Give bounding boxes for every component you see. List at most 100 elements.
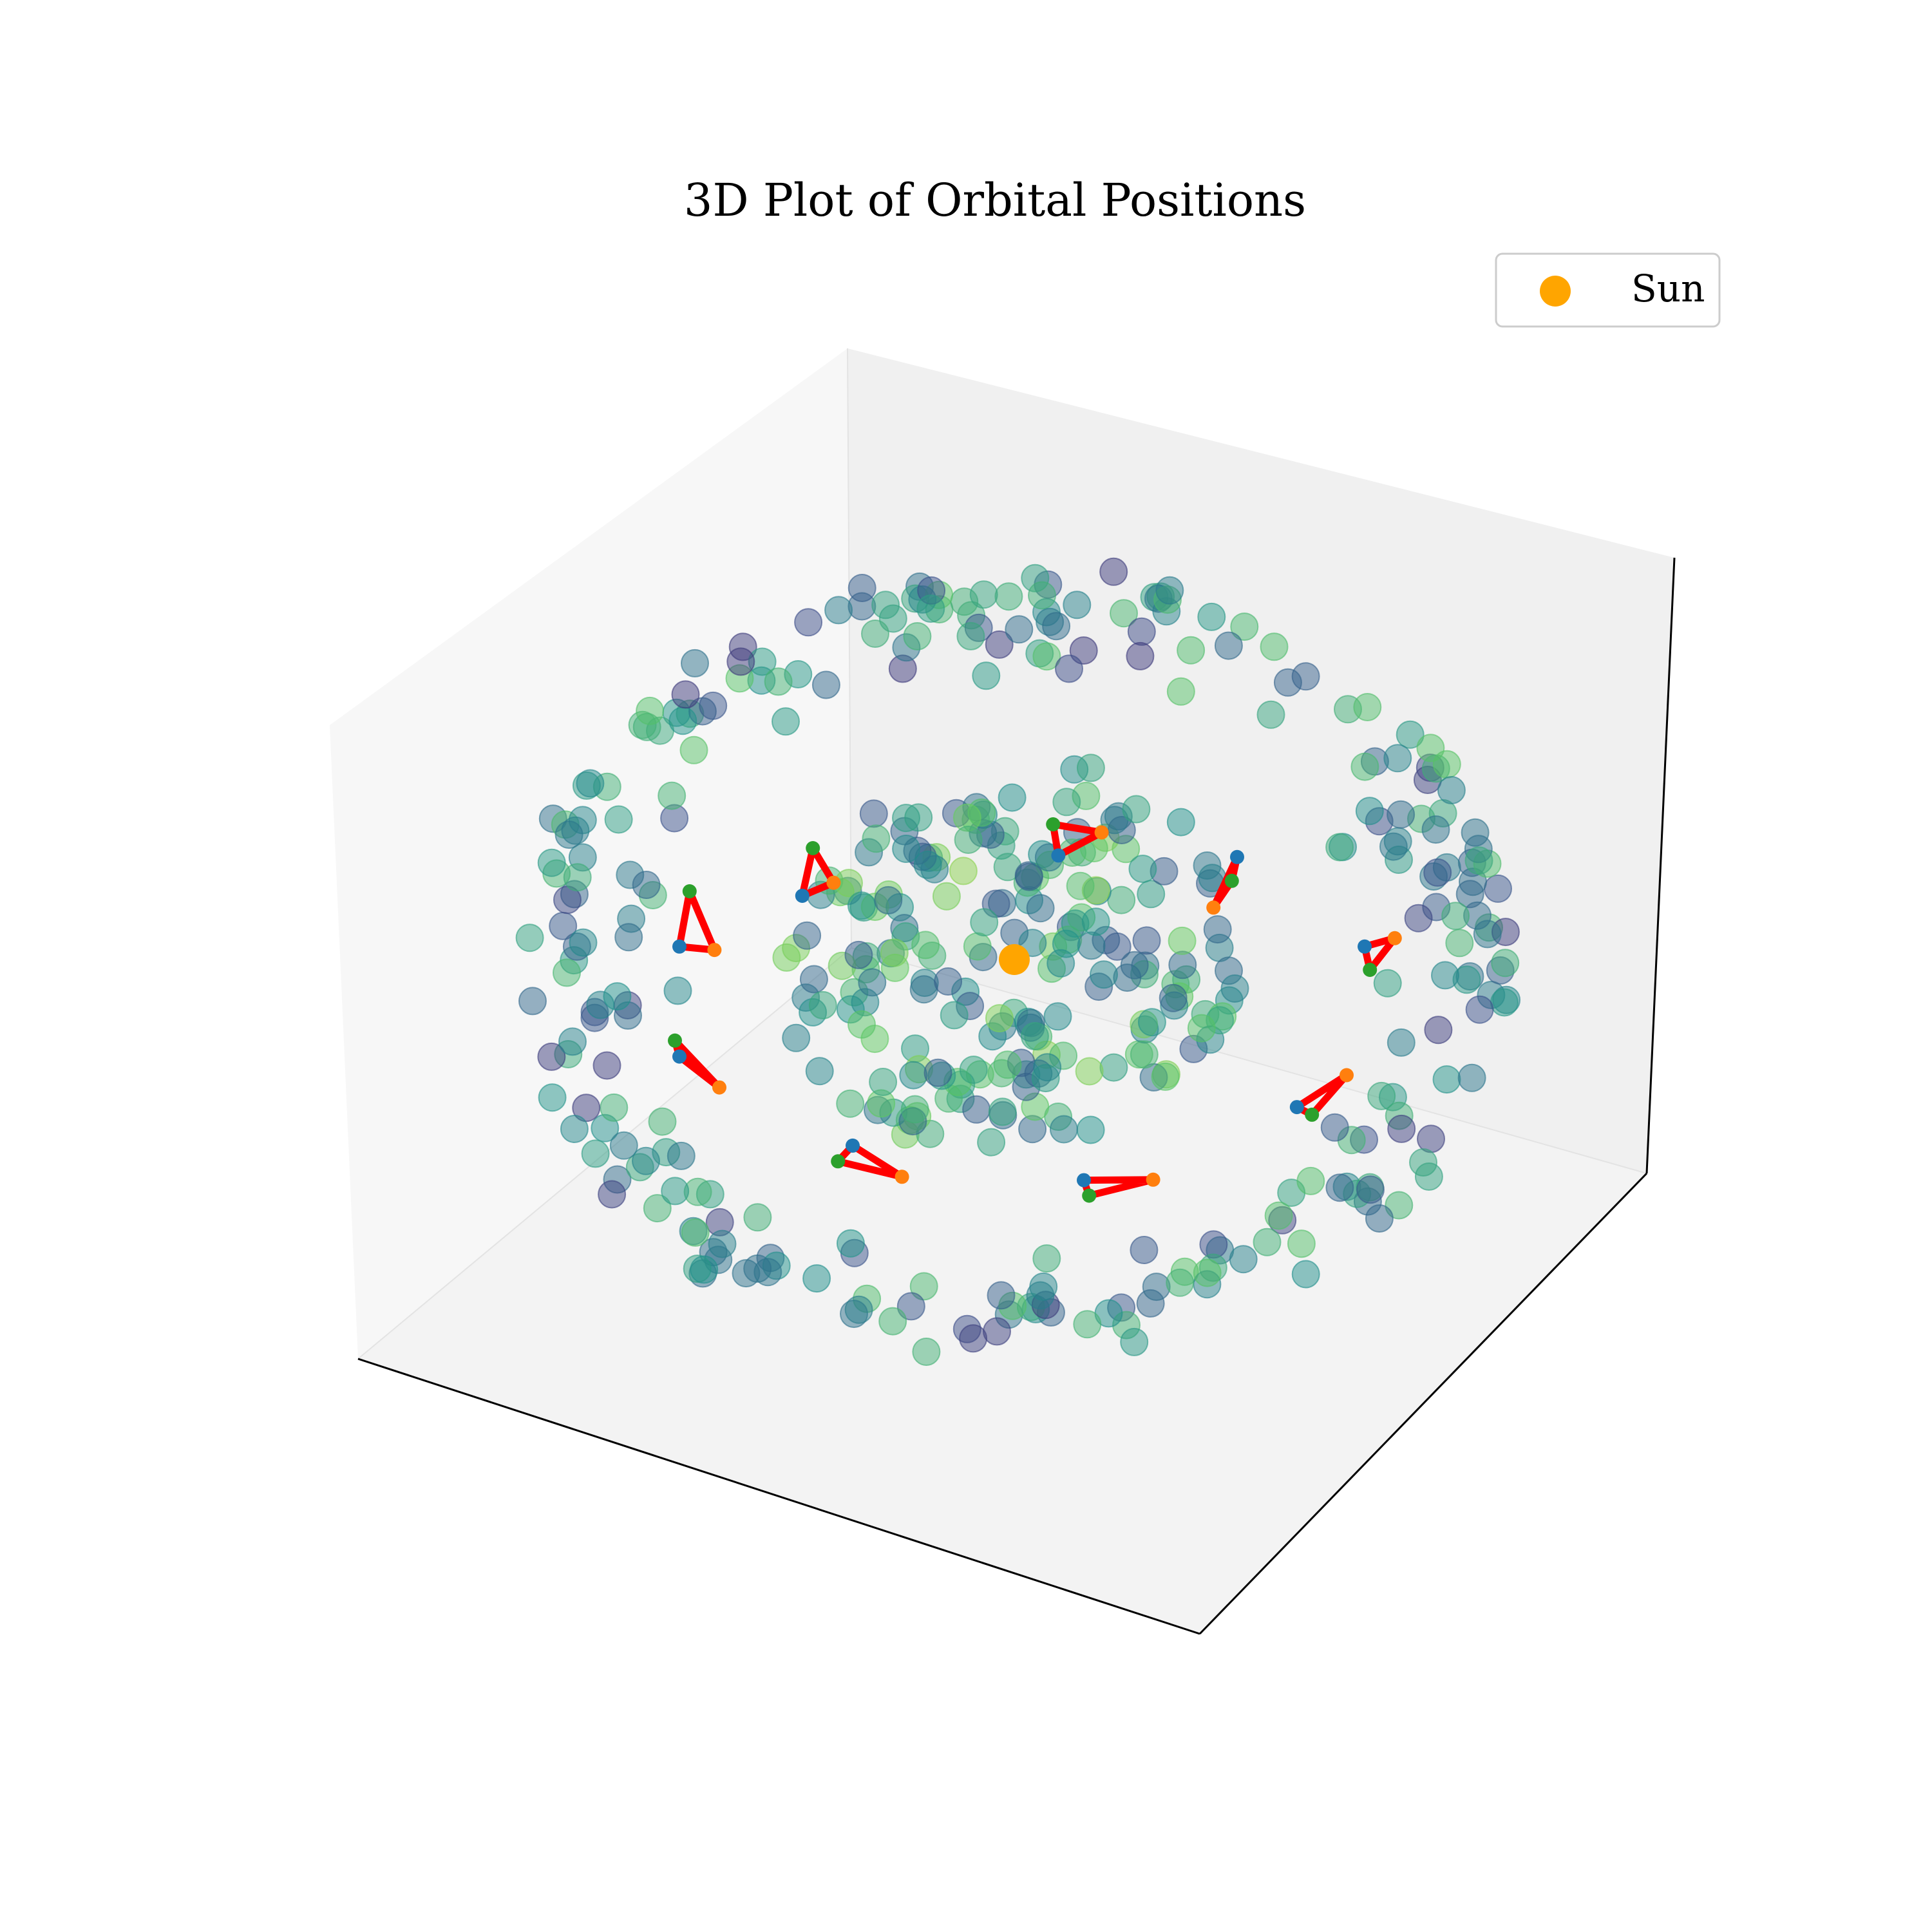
orbit-point bbox=[772, 707, 800, 736]
orbit-point bbox=[576, 769, 605, 798]
triangle-2 bbox=[1049, 820, 1106, 859]
triangle-9-vertex-3 bbox=[1146, 1172, 1160, 1187]
orbit-point bbox=[1126, 641, 1155, 670]
orbit-point bbox=[1437, 776, 1466, 804]
pane-edge bbox=[847, 348, 852, 949]
orbit-point bbox=[1367, 1081, 1396, 1110]
orbit-point bbox=[1107, 886, 1136, 914]
orbit-point bbox=[1230, 612, 1259, 641]
orbit-point bbox=[1142, 1273, 1171, 1302]
triangle-8 bbox=[834, 1142, 906, 1180]
orbit-point bbox=[861, 620, 889, 648]
orbit-point bbox=[1473, 920, 1502, 949]
orbit-point bbox=[581, 1139, 610, 1168]
orbit-point bbox=[1256, 700, 1285, 729]
orbit-point bbox=[1052, 788, 1081, 817]
triangle-4-vertex-2 bbox=[682, 884, 697, 898]
orbit-point bbox=[681, 1218, 710, 1247]
orbit-point bbox=[869, 1068, 898, 1096]
triangle-6-vertex-2 bbox=[668, 1033, 682, 1048]
triangle-6-vertex-3 bbox=[712, 1080, 726, 1095]
orbit-point bbox=[1166, 677, 1195, 706]
pane-edge bbox=[851, 947, 1647, 1174]
orbit-point bbox=[1137, 880, 1166, 909]
orbit-point bbox=[1187, 1014, 1216, 1043]
orbit-point bbox=[1197, 602, 1226, 631]
orbit-point bbox=[794, 608, 823, 637]
orbit-point bbox=[793, 921, 822, 950]
legend-marker-sun bbox=[1540, 276, 1571, 307]
orbit-point bbox=[515, 923, 544, 952]
orbit-point bbox=[1214, 631, 1243, 660]
orbit-point bbox=[658, 781, 687, 810]
orbit-point bbox=[1432, 1065, 1461, 1094]
orbit-point bbox=[859, 799, 888, 828]
orbit-point bbox=[1396, 720, 1425, 749]
orbit-point bbox=[1457, 1063, 1486, 1092]
orbit-point bbox=[1220, 974, 1249, 1003]
orbit-point bbox=[679, 735, 708, 764]
triangle-4 bbox=[676, 887, 718, 954]
orbit-point bbox=[904, 803, 933, 832]
orbit-point bbox=[1387, 1114, 1416, 1143]
orbit-point bbox=[1128, 855, 1157, 884]
orbit-point bbox=[1383, 744, 1412, 773]
orbit-point bbox=[1404, 904, 1433, 933]
orbit-point bbox=[874, 886, 903, 914]
triangle-3-vertex-2 bbox=[1224, 873, 1239, 888]
orbit-point bbox=[648, 1107, 677, 1136]
orbit-point bbox=[1063, 591, 1092, 620]
triangle-7-vertex-1 bbox=[1289, 1100, 1304, 1115]
orbit-point bbox=[1484, 874, 1512, 903]
orbit-point bbox=[592, 1051, 621, 1080]
orbit-point bbox=[764, 667, 793, 696]
orbit-point bbox=[636, 696, 665, 725]
orbit-point bbox=[667, 1141, 696, 1170]
orbit-point bbox=[993, 1050, 1022, 1079]
triangle-5-vertex-2 bbox=[1363, 963, 1378, 977]
orbit-point bbox=[1166, 808, 1195, 837]
triangle-2-vertex-1 bbox=[1051, 848, 1066, 863]
triangle-5-vertex-1 bbox=[1358, 939, 1372, 954]
orbit-point bbox=[1177, 636, 1206, 665]
orbit-point bbox=[726, 647, 755, 676]
orbit-point bbox=[603, 982, 632, 1011]
orbit-point bbox=[802, 1264, 831, 1293]
orbit-point bbox=[1445, 929, 1474, 958]
orbit-point bbox=[1090, 960, 1118, 989]
orbit-point bbox=[1026, 894, 1055, 923]
orbit-point bbox=[824, 596, 853, 625]
triangle-8-vertex-2 bbox=[831, 1154, 846, 1169]
legend-label-sun: Sun bbox=[1631, 267, 1705, 310]
orbit-point bbox=[962, 1095, 991, 1124]
orbit-point bbox=[858, 968, 887, 997]
chart-title: 3D Plot of Orbital Positions bbox=[684, 174, 1306, 227]
orbit-point bbox=[782, 1023, 811, 1052]
triangle-8-vertex-3 bbox=[895, 1170, 909, 1184]
orbit-point bbox=[1355, 797, 1384, 826]
orbit-point bbox=[1015, 862, 1043, 891]
orbit-point bbox=[899, 1061, 928, 1090]
orbit-point bbox=[743, 1203, 772, 1232]
orbit-point bbox=[977, 1128, 1006, 1157]
orbit-point bbox=[1151, 1062, 1180, 1091]
triangle-8-vertex-1 bbox=[846, 1138, 860, 1153]
orbit-point bbox=[1424, 1016, 1453, 1045]
orbit-point bbox=[1043, 1002, 1072, 1031]
orbit-point bbox=[1193, 1258, 1222, 1287]
orbit-point bbox=[1032, 642, 1061, 671]
orbit-point bbox=[537, 848, 566, 877]
orbit-point bbox=[558, 1027, 587, 1056]
orbit-point bbox=[1077, 931, 1106, 960]
orbit-point bbox=[1441, 902, 1470, 931]
orbit-point bbox=[1491, 949, 1520, 978]
legend: Sun bbox=[1495, 252, 1721, 328]
orbit-point bbox=[1020, 1022, 1049, 1050]
orbit-point bbox=[1127, 617, 1156, 646]
orbit-point bbox=[998, 783, 1027, 812]
orbit-point bbox=[1320, 1113, 1349, 1142]
orbit-point bbox=[900, 1095, 929, 1124]
triangle-4-vertex-1 bbox=[672, 939, 687, 954]
orbit-point bbox=[940, 1001, 969, 1030]
